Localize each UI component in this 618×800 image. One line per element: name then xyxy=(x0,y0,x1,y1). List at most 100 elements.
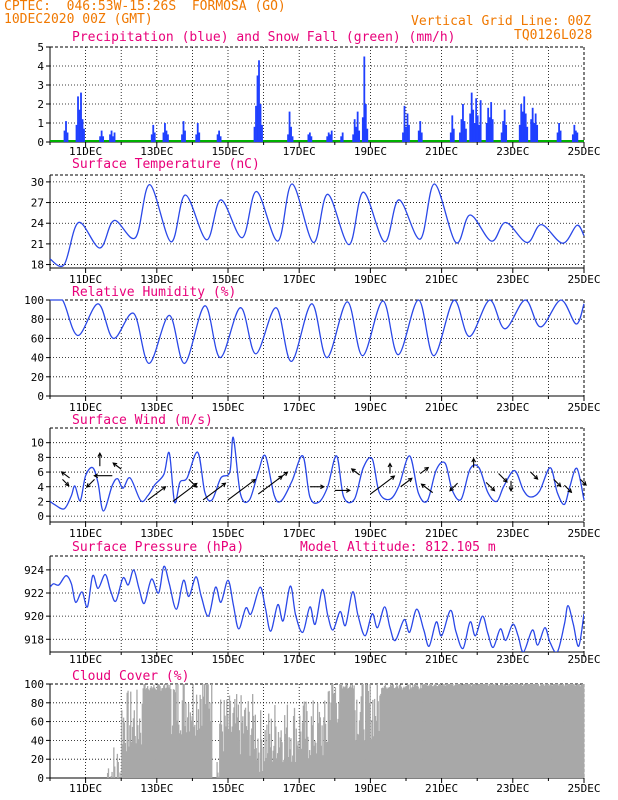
cloud-cover-bar xyxy=(401,689,403,778)
cloud-cover-bar xyxy=(116,753,119,778)
precip-bar xyxy=(112,136,114,142)
cloud-cover-bar xyxy=(514,684,516,778)
cloud-cover-bar xyxy=(292,755,294,778)
cloud-cover-bar xyxy=(436,686,438,778)
cloud-cover-bar xyxy=(493,684,495,778)
cloud-cover-bar xyxy=(495,684,498,778)
cloud-cover-bar xyxy=(463,684,466,778)
precip-bar xyxy=(109,134,111,142)
cloud-cover-bar xyxy=(297,741,299,778)
cloud-cover-bar xyxy=(179,733,181,778)
cloud-cover-bar xyxy=(435,684,437,778)
precip-bar xyxy=(167,134,169,142)
cloud-y-tick-label: 20 xyxy=(31,753,44,766)
cloud-cover-bar xyxy=(397,686,399,778)
precip-bar xyxy=(533,123,536,142)
precip-bar xyxy=(356,111,359,142)
cloud-cover-bar xyxy=(559,685,562,778)
cloud-cover-bar xyxy=(366,684,369,778)
wind-vector-arrow xyxy=(508,480,514,493)
rh-x-tick-label: 19DEC xyxy=(354,401,387,414)
cloud-cover-bar xyxy=(515,684,517,778)
cloud-cover-bar xyxy=(518,684,520,778)
precip-bar xyxy=(363,56,366,142)
cloud-cover-bar xyxy=(503,685,505,778)
cloud-cover-bar xyxy=(497,685,499,778)
precip-bar xyxy=(340,136,343,142)
cloud-cover-bar xyxy=(542,684,544,778)
cloud-cover-bar xyxy=(205,684,208,778)
cloud-cover-bar xyxy=(242,716,244,778)
cloud-cover-bar xyxy=(507,685,509,778)
precip-bar xyxy=(485,123,488,142)
cloud-cover-bar xyxy=(456,684,459,778)
cloud-cover-bar xyxy=(282,762,284,778)
header-model-code: TQ0126L028 xyxy=(514,28,593,43)
cloud-cover-bar xyxy=(369,684,371,778)
wind-vector-head xyxy=(60,471,66,476)
precip-bar xyxy=(153,132,156,142)
cloud-cover-bar xyxy=(386,688,388,778)
cloud-cover-bar xyxy=(527,684,530,778)
precip-bar xyxy=(198,132,201,142)
cloud-cover-bar xyxy=(223,700,225,778)
cloud-cover-bar xyxy=(294,761,297,778)
cloud-cover-bar xyxy=(166,684,168,778)
cloud-cover-bar xyxy=(419,688,421,778)
precip-bar xyxy=(420,132,423,142)
cloud-cover-bar xyxy=(549,684,551,778)
precip-x-tick-label: 15DEC xyxy=(211,145,244,158)
cloud-cover-bar xyxy=(146,687,148,778)
precip-bar xyxy=(505,124,508,142)
wind-vector-head xyxy=(320,484,326,490)
cloud-cover-bar xyxy=(523,684,525,778)
cloud-cover-bar xyxy=(320,745,322,778)
pressure-y-tick-label: 922 xyxy=(24,587,44,600)
cloud-cover-bar xyxy=(176,720,178,778)
cloud-cover-bar xyxy=(257,738,259,778)
cloud-cover-bar xyxy=(479,684,482,778)
precip-bar xyxy=(152,124,155,142)
cloud-cover-bar xyxy=(359,711,362,778)
precip-bar xyxy=(327,132,330,142)
wind-vector-arrow xyxy=(400,477,413,488)
wind-vector-head xyxy=(350,468,356,473)
cloud-cover-bar xyxy=(135,743,137,778)
cloud-cover-bar xyxy=(142,688,144,778)
precip-bar xyxy=(556,132,559,142)
cloud-cover-bar xyxy=(197,709,200,778)
cloud-cover-bar xyxy=(193,726,195,778)
cloud-cover-bar xyxy=(191,716,193,778)
cloud-cover-bar xyxy=(274,705,276,778)
rh-title: Relative Humidity (%) xyxy=(72,285,236,300)
cloud-cover-bar xyxy=(117,762,119,778)
cloud-cover-bar xyxy=(418,689,420,778)
cloud-cover-bar xyxy=(246,729,248,778)
precip-bar xyxy=(80,92,82,142)
cloud-cover-bar xyxy=(275,726,277,778)
cloud-cover-bar xyxy=(136,689,138,778)
cloud-cover-bar xyxy=(459,684,461,778)
cloud-cover-bar xyxy=(137,725,139,778)
cloud-cover-bar xyxy=(490,685,492,778)
temp-y-tick-label: 18 xyxy=(31,259,44,272)
cloud-cover-bar xyxy=(487,685,490,778)
cloud-cover-bar xyxy=(467,684,469,778)
wind-vector-arrow xyxy=(93,473,113,479)
cloud-cover-bar xyxy=(511,685,513,778)
cloud-cover-bar xyxy=(407,684,410,778)
rh-x-tick-label: 23DEC xyxy=(496,401,529,414)
wind-x-tick-label: 11DEC xyxy=(69,527,102,540)
cloud-cover-bar xyxy=(556,684,558,778)
cloud-cover-bar xyxy=(145,689,147,778)
cloud-cover-bar xyxy=(260,739,263,778)
surface-pressure-line xyxy=(50,565,584,652)
cloud-cover-bar xyxy=(522,685,524,778)
precip-bar xyxy=(469,113,472,142)
wind-vector-shaft xyxy=(227,479,256,501)
cloud-cover-bar xyxy=(309,755,312,778)
cloud-cover-bar xyxy=(195,735,197,778)
wind-vector-arrow xyxy=(419,466,430,474)
cloud-cover-bar xyxy=(264,730,266,778)
precip-bar xyxy=(99,136,102,142)
